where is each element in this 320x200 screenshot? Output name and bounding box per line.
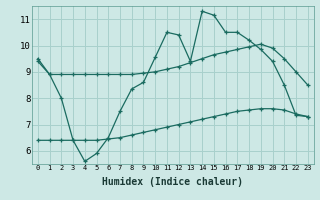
X-axis label: Humidex (Indice chaleur): Humidex (Indice chaleur) — [102, 177, 243, 187]
